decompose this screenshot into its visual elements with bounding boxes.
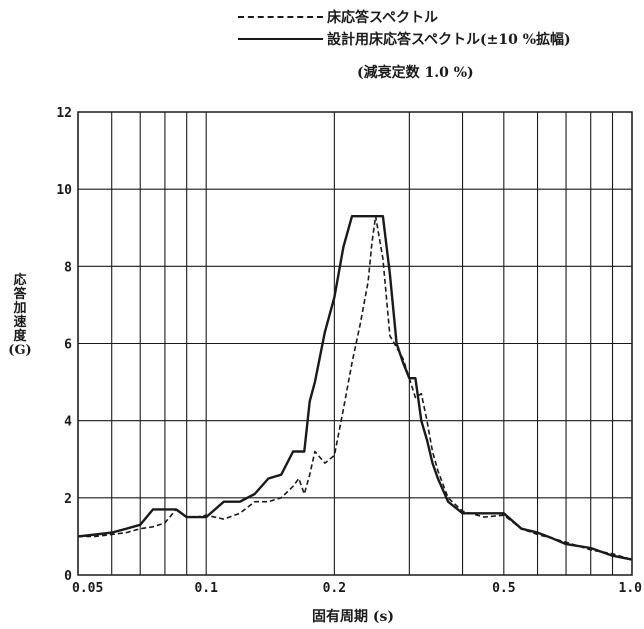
x-tick-label: 0.05 <box>72 581 103 596</box>
series-line-design <box>77 214 633 561</box>
y-tick-label: 2 <box>64 492 72 507</box>
tick-labels: 0 2 4 6 8 10 12 0.05 0.1 0.2 0.5 1.0 <box>56 106 642 596</box>
legend-swatch-solid <box>238 38 323 40</box>
legend-label-design: 設計用床応答スペクトル(±10 %拡幅) <box>327 32 571 48</box>
y-tick-label: 10 <box>56 183 72 198</box>
legend-entry-floor: 床応答スペクトル <box>238 6 638 28</box>
x-tick-label: 1.0 <box>619 581 643 596</box>
x-tick-label: 0.2 <box>323 581 346 596</box>
y-axis-label: 応答加速度(G) <box>8 273 32 358</box>
x-tick-label: 0.1 <box>194 581 218 596</box>
legend-entry-design: 設計用床応答スペクトル(±10 %拡幅) <box>238 28 638 50</box>
y-tick-label: 12 <box>56 106 72 121</box>
legend: 床応答スペクトル 設計用床応答スペクトル(±10 %拡幅) <box>238 6 638 50</box>
grid <box>77 111 633 576</box>
series-layer <box>77 214 633 561</box>
damping-annotation: (減衰定数 1.0 %) <box>357 65 474 81</box>
legend-swatch-dashed <box>238 16 323 18</box>
x-axis-label: 固有周期 (s) <box>311 609 394 625</box>
x-tick-label: 0.5 <box>492 581 515 596</box>
y-tick-label: 6 <box>64 338 72 353</box>
y-tick-label: 8 <box>64 260 72 275</box>
series-line-floor <box>78 215 633 561</box>
plot-frame <box>77 111 633 576</box>
legend-label-floor: 床応答スペクトル <box>327 10 439 26</box>
y-tick-label: 4 <box>64 415 72 430</box>
y-tick-label: 0 <box>64 569 72 584</box>
